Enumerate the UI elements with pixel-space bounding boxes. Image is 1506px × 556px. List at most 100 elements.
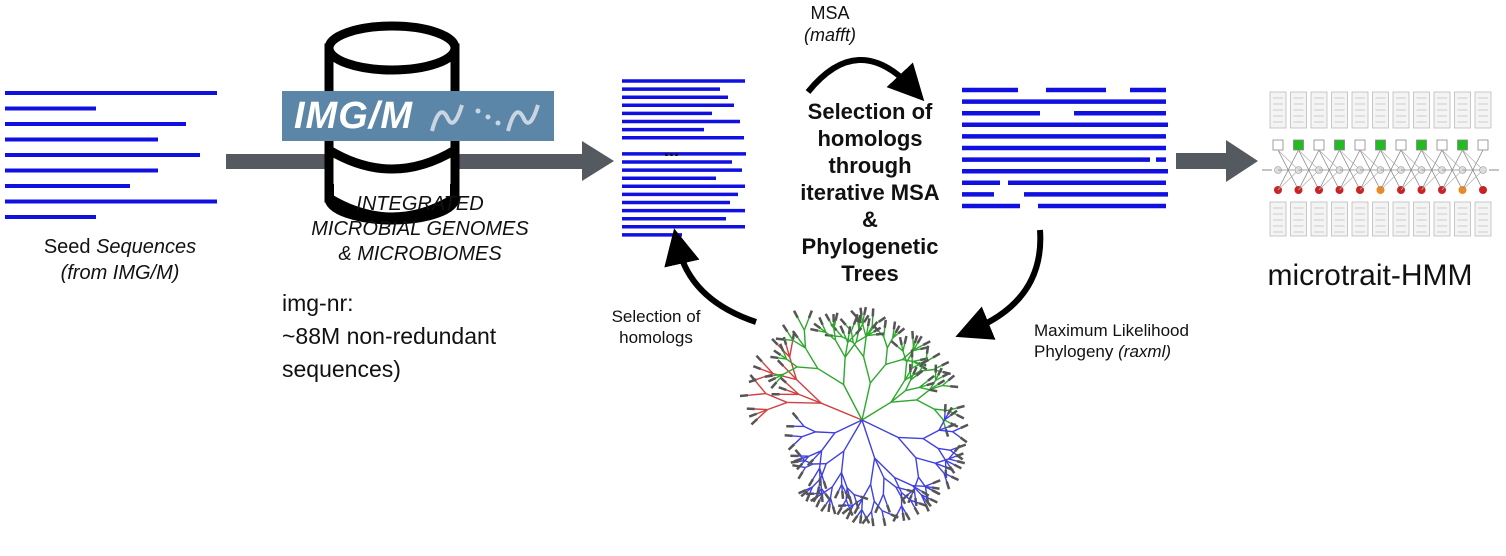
- selection-process-label: Selection of homologs through iterative …: [760, 98, 980, 287]
- tree-branch: [761, 361, 774, 375]
- tree-leaf: [859, 307, 863, 316]
- tree-leaf: [824, 313, 831, 322]
- tree-leaf: [767, 376, 777, 383]
- tree-branch: [941, 380, 949, 387]
- tree-leaf: [776, 359, 785, 367]
- tree-leaf: [854, 500, 860, 510]
- tree-branch: [900, 505, 904, 513]
- tree-branch: [915, 457, 920, 478]
- tree-branch: [892, 332, 897, 339]
- hmm-match-state: [1313, 139, 1325, 151]
- ml-line1: Maximum Likelihood: [1034, 321, 1189, 340]
- tree-branch: [929, 383, 939, 391]
- tree-leaf: [866, 318, 871, 327]
- tree-branch: [861, 483, 872, 499]
- tree-branch: [897, 436, 924, 440]
- tree-leaf: [792, 310, 799, 319]
- tree-branch: [877, 493, 885, 506]
- tree-leaf: [913, 506, 920, 516]
- tree-branch: [933, 408, 944, 420]
- tree-leaf: [949, 409, 958, 417]
- alignment-ellipsis: ...: [664, 140, 680, 160]
- seed-sequences-label: Seed Sequences (from IMG/M): [0, 234, 240, 286]
- tree-branch: [860, 509, 863, 516]
- tree-branch: [786, 358, 798, 368]
- tree-branch: [942, 384, 951, 387]
- msa-label: MSA (mafft): [770, 2, 890, 46]
- tree-branch: [886, 337, 894, 349]
- tree-branch: [801, 455, 810, 460]
- selection-line4: iterative MSA: [800, 180, 940, 205]
- hmm-emission-box-bottom: [1331, 201, 1348, 237]
- tree-branch: [802, 467, 806, 473]
- tree-leaf: [755, 354, 763, 363]
- tree-branch: [825, 450, 845, 465]
- database-name-line3: & MICROBIOMES: [338, 243, 502, 265]
- tree-leaf: [844, 490, 851, 500]
- tree-branch: [912, 360, 919, 364]
- hmm-transition: [1298, 169, 1320, 191]
- tree-leaf: [920, 358, 930, 365]
- tree-branch: [867, 331, 875, 337]
- tree-branch: [924, 482, 934, 487]
- tree-leaf: [807, 310, 813, 319]
- tree-branch: [815, 431, 835, 434]
- tree-branch: [943, 413, 949, 421]
- tree-branch: [786, 331, 794, 341]
- tree-branch: [862, 356, 872, 384]
- tree-leaf: [771, 338, 779, 346]
- tree-branch: [786, 389, 800, 396]
- img-m-logo-wave-icon: [430, 104, 540, 132]
- tree-branch: [948, 455, 957, 460]
- tree-leaf: [873, 326, 882, 333]
- tree-leaf: [791, 411, 799, 420]
- tree-branch: [935, 458, 949, 464]
- img-m-logo-text: IMG/M: [294, 95, 413, 137]
- hmm-transition: [1277, 169, 1299, 191]
- tree-leaf: [927, 374, 936, 382]
- selection-line1: Selection of: [807, 99, 933, 124]
- tree-leaf: [855, 313, 860, 323]
- tree-branch: [890, 399, 917, 403]
- tree-branch: [862, 336, 867, 357]
- tree-branch: [798, 393, 822, 404]
- tree-leaf: [791, 330, 799, 339]
- tree-branch: [869, 457, 876, 485]
- tree-branch: [857, 498, 864, 507]
- tree-leaf: [845, 511, 852, 520]
- tree-branch: [952, 427, 962, 433]
- tree-leaf: [859, 495, 869, 501]
- tree-branch: [866, 511, 873, 518]
- tree-leaf: [793, 457, 803, 463]
- tree-branch: [929, 380, 937, 390]
- hmm-match-state: [1293, 139, 1304, 151]
- tree-branch: [844, 341, 857, 358]
- tree-branch: [792, 339, 806, 349]
- ml-line2-plain: Phylogeny: [1034, 342, 1119, 361]
- tree-branch: [840, 450, 845, 473]
- tree-branch: [840, 499, 847, 509]
- hmm-transition: [1400, 169, 1422, 191]
- tree-branch: [798, 459, 805, 463]
- tree-leaf: [862, 306, 868, 316]
- tree-branch: [895, 486, 908, 491]
- tree-branch: [783, 366, 798, 375]
- tree-leaf: [784, 434, 793, 438]
- tree-branch: [890, 390, 907, 403]
- tree-branch: [840, 484, 843, 491]
- tree-branch: [948, 458, 958, 462]
- tree-branch: [919, 384, 927, 389]
- tree-leaf: [787, 443, 796, 451]
- tree-branch: [883, 336, 888, 349]
- tree-branch: [910, 499, 920, 504]
- hmm-flow-arrow: [1176, 140, 1258, 182]
- tree-leaf: [916, 335, 923, 344]
- hmm-transition: [1359, 169, 1381, 191]
- tree-leaf: [816, 486, 821, 495]
- tree-branch: [821, 402, 863, 421]
- tree-branch: [870, 501, 875, 512]
- tree-branch: [901, 350, 913, 361]
- tree-branch: [756, 408, 768, 415]
- hmm-transition: [1359, 149, 1381, 171]
- tree-branch: [869, 484, 875, 502]
